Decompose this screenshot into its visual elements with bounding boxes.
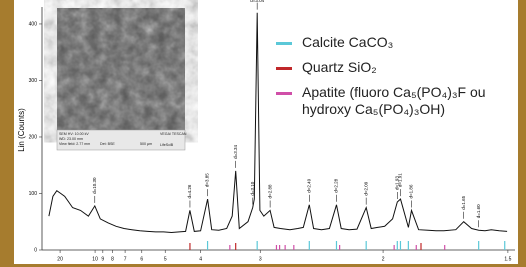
x-tick-label: 10 bbox=[92, 256, 98, 262]
legend-item: Calcite CaCO₃ bbox=[276, 34, 512, 51]
y-tick-label: 100 bbox=[29, 191, 38, 197]
inset-caption: SEM HV: 10.00 kV bbox=[59, 132, 89, 136]
inset-caption: LifeSciB bbox=[160, 143, 174, 147]
annotation-label: d=2.09 bbox=[363, 181, 368, 195]
annotation-label: d=3.85 bbox=[205, 173, 210, 187]
y-tick-label: 400 bbox=[29, 21, 38, 27]
legend-swatch bbox=[276, 92, 292, 95]
x-tick-label: 2 bbox=[382, 256, 385, 262]
y-tick-label: 0 bbox=[34, 247, 37, 253]
inset-caption: 500 µm bbox=[140, 142, 152, 146]
annotation-label: d=3.10 bbox=[250, 181, 255, 195]
y-axis-label: Lin (Counts) bbox=[17, 108, 26, 152]
x-tick-label: 5 bbox=[164, 256, 167, 262]
annotation-label: d=1.65 bbox=[461, 195, 466, 209]
annotation-label: d=2.28 bbox=[334, 178, 339, 192]
x-tick-label: 9 bbox=[101, 256, 104, 262]
screenshot: Lin (Counts) 0 100 200 300 400 20 109 8 7 6 5 4 3 2 1.… bbox=[0, 0, 526, 267]
inset-image bbox=[57, 8, 185, 150]
annotation-label: d=3.34 bbox=[233, 144, 238, 158]
legend-item: Quartz SiO₂ bbox=[276, 59, 512, 76]
x-tick-label: 3 bbox=[259, 256, 262, 262]
annotation-label: d=3.04 bbox=[250, 0, 264, 3]
annotation-label: d=2.49 bbox=[306, 178, 311, 192]
y-tick-label: 200 bbox=[29, 134, 38, 140]
annotation-label: d=4.26 bbox=[187, 184, 192, 198]
annotation-label: d=1.91 bbox=[398, 173, 403, 187]
x-tick-label: 8 bbox=[111, 256, 114, 262]
legend: Calcite CaCO₃ Quartz SiO₂ Apatite (fluoro … bbox=[276, 34, 512, 126]
annotation-label: d=2.88 bbox=[267, 184, 272, 198]
x-tick-label: 1.5 bbox=[504, 256, 511, 262]
sem-texture bbox=[57, 8, 185, 130]
annotation-label: d=1.60 bbox=[476, 204, 481, 218]
legend-label: Calcite CaCO₃ bbox=[302, 34, 393, 50]
annotation-label: d=1.86 bbox=[409, 184, 414, 198]
inset-caption: WD: 23.00 mm bbox=[59, 137, 83, 141]
legend-label: Apatite (fluoro Ca₅(PO₄)₃F ou hydroxy Ca… bbox=[302, 84, 486, 117]
inset-caption: View field: 2.77 mm bbox=[59, 142, 90, 146]
inset-caption: VEGA\ TESCAN bbox=[160, 132, 187, 136]
legend-swatch bbox=[276, 67, 292, 70]
x-tick-label: 20 bbox=[57, 256, 63, 262]
legend-item: Apatite (fluoro Ca₅(PO₄)₃F ou hydroxy Ca… bbox=[276, 84, 512, 118]
annotation-label: d=10.30 bbox=[92, 177, 97, 194]
legend-swatch bbox=[276, 42, 292, 45]
legend-label: Quartz SiO₂ bbox=[302, 59, 377, 75]
x-tick-label: 4 bbox=[199, 256, 202, 262]
y-tick-label: 300 bbox=[29, 78, 38, 84]
inset-caption: Det: BSE bbox=[100, 142, 115, 146]
x-tick-label: 7 bbox=[124, 256, 127, 262]
x-tick-label: 6 bbox=[140, 256, 143, 262]
